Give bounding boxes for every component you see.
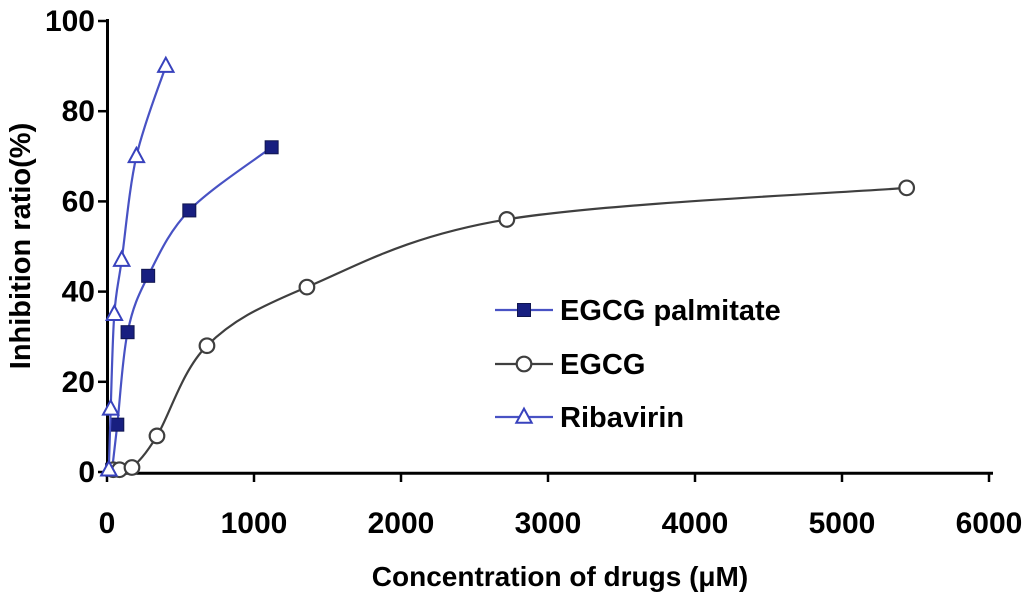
x-tick-label: 2000 — [368, 507, 435, 540]
legend-label-egcg: EGCG — [560, 349, 645, 381]
x-tick-label: 0 — [99, 507, 116, 540]
open-triangle-marker — [104, 303, 124, 321]
open-circle-marker — [148, 427, 166, 445]
open-circle-marker — [198, 337, 216, 355]
axes — [106, 19, 993, 475]
open-circle-marker — [123, 459, 141, 476]
legend-item-egcg: EGCG — [495, 349, 645, 381]
open-triangle-marker — [127, 145, 146, 164]
series-line-egcg — [113, 186, 907, 472]
series-line-egcg-palmitate — [111, 146, 273, 470]
open-triangle-marker — [99, 459, 119, 477]
y-tick-label: 80 — [62, 95, 95, 128]
x-tick-label: 4000 — [662, 507, 729, 540]
open-triangle-marker — [112, 249, 132, 267]
legend-label-ribavirin: Ribavirin — [560, 402, 684, 434]
filled-square-marker — [120, 325, 135, 340]
y-tick-label: 0 — [78, 456, 95, 489]
series-ribavirin — [99, 55, 176, 477]
filled-square-marker — [182, 203, 197, 218]
open-triangle-marker — [156, 55, 176, 73]
x-tick-label: 5000 — [809, 507, 876, 540]
x-tick-label: 1000 — [221, 507, 288, 540]
y-tick-label: 20 — [62, 366, 95, 399]
open-triangle-marker — [514, 406, 534, 424]
x-axis-title: Concentration of drugs (μM) — [372, 561, 748, 592]
open-circle-marker — [298, 278, 316, 296]
open-circle-marker — [515, 355, 533, 373]
legend-item-egcg-palmitate: EGCG palmitate — [495, 295, 781, 327]
filled-square-marker — [141, 268, 156, 283]
open-triangle-marker — [101, 398, 121, 416]
legend-label-egcg-palmitate: EGCG palmitate — [560, 295, 781, 327]
y-axis-title: Inhibition ratio(%) — [5, 123, 37, 369]
y-tick-label: 100 — [45, 5, 95, 38]
x-tick-label: 3000 — [515, 507, 582, 540]
series-egcg — [104, 179, 916, 479]
series-line-ribavirin — [107, 65, 167, 470]
legend-item-ribavirin: Ribavirin — [495, 402, 684, 434]
open-circle-marker — [498, 211, 516, 228]
series-egcg-palmitate — [105, 140, 279, 477]
filled-square-marker — [110, 417, 125, 432]
axis-ticks: 0 1000 2000 3000 4000 5000 6000 0 20 40 60 80 100 — [45, 5, 1022, 540]
x-tick-label: 6000 — [956, 507, 1023, 540]
filled-square-marker — [264, 140, 279, 155]
y-tick-label: 60 — [62, 185, 95, 218]
y-tick-label: 40 — [62, 276, 95, 309]
open-circle-marker — [898, 179, 916, 197]
filled-square-marker — [517, 303, 531, 317]
legend: EGCG palmitate EGCG Ribavirin — [495, 295, 781, 434]
